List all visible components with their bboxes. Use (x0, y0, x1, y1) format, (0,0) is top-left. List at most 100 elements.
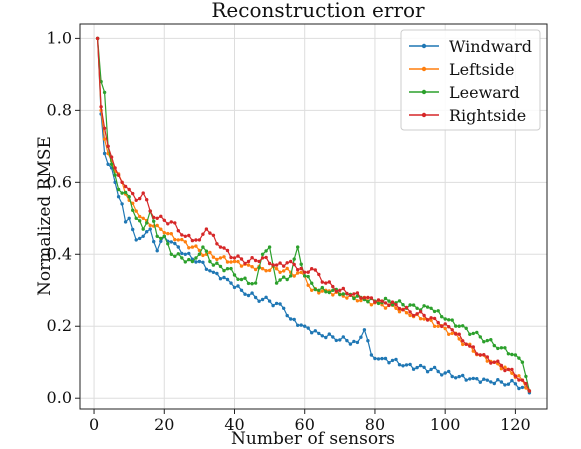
data-point (362, 328, 367, 332)
data-point (415, 306, 419, 310)
data-point (116, 195, 121, 199)
data-point (222, 268, 226, 273)
data-point (499, 380, 504, 384)
data-point (373, 300, 377, 304)
data-point (408, 303, 412, 307)
data-point (292, 262, 296, 267)
data-point (215, 271, 219, 276)
data-point (274, 263, 279, 267)
data-point (169, 240, 173, 244)
data-point (253, 258, 258, 263)
data-point (264, 249, 268, 253)
data-point (394, 357, 398, 362)
data-point (95, 36, 100, 41)
data-point (513, 382, 518, 386)
data-point (471, 376, 475, 381)
data-point (432, 309, 437, 314)
data-point (454, 376, 458, 380)
data-point (225, 260, 230, 264)
data-point (376, 298, 381, 302)
data-point (401, 308, 405, 312)
data-point (271, 303, 275, 308)
data-point (454, 324, 458, 328)
data-point (141, 216, 145, 220)
data-point (317, 272, 321, 277)
data-point (517, 386, 521, 391)
data-point (338, 292, 342, 297)
data-point (180, 237, 184, 242)
data-point (404, 311, 409, 315)
data-point (310, 331, 314, 335)
data-point (173, 221, 177, 225)
data-point (282, 275, 286, 279)
data-point (524, 381, 528, 386)
data-point (432, 365, 437, 370)
data-point (317, 331, 321, 336)
data-point (380, 356, 384, 361)
y-tick-label: 0.8 (47, 100, 72, 119)
data-point (464, 342, 468, 346)
data-point (222, 255, 226, 259)
data-point (169, 232, 173, 236)
data-point (134, 209, 138, 213)
data-point (127, 216, 131, 220)
data-point (274, 267, 279, 271)
data-point (162, 218, 166, 222)
data-point (527, 389, 532, 393)
data-point (345, 338, 349, 343)
data-point (482, 377, 486, 381)
data-point (306, 274, 310, 279)
y-tick-label: 0.6 (47, 172, 72, 191)
data-point (145, 221, 149, 225)
data-point (489, 380, 493, 384)
data-point (341, 292, 345, 296)
data-point (197, 238, 202, 242)
data-point (422, 304, 426, 308)
data-point (348, 293, 353, 297)
data-point (352, 292, 356, 296)
data-point (464, 326, 468, 330)
data-point (243, 261, 247, 266)
data-point (303, 274, 307, 278)
data-point (225, 248, 230, 253)
data-point (471, 345, 475, 349)
data-point (418, 317, 423, 321)
series-line (97, 38, 530, 392)
data-point (236, 254, 240, 258)
data-point (282, 264, 286, 268)
data-point (397, 306, 402, 311)
data-point (390, 303, 395, 307)
data-point (492, 381, 496, 386)
data-point (422, 313, 426, 318)
data-point (159, 239, 163, 243)
data-point (204, 227, 209, 231)
data-point (303, 324, 307, 328)
data-point (429, 318, 433, 322)
data-point (499, 346, 504, 350)
data-point (292, 274, 296, 278)
data-point (394, 306, 398, 310)
data-point (429, 316, 433, 320)
data-point (313, 329, 317, 333)
x-axis-title: Number of sensors (231, 429, 395, 449)
data-point (310, 281, 314, 285)
data-point (109, 155, 114, 159)
data-point (176, 245, 180, 249)
data-point (260, 256, 265, 260)
data-point (506, 367, 511, 372)
data-point (478, 380, 482, 384)
data-point (138, 236, 142, 241)
data-point (218, 245, 223, 249)
data-point (415, 312, 419, 316)
data-point (359, 296, 363, 300)
data-point (440, 373, 444, 377)
data-point (173, 254, 177, 258)
data-point (187, 246, 191, 250)
data-point (145, 198, 149, 202)
data-point (355, 291, 360, 295)
data-point (208, 250, 212, 255)
data-point (102, 151, 107, 156)
data-point (229, 281, 233, 285)
data-point (404, 305, 409, 310)
data-point (299, 270, 303, 275)
